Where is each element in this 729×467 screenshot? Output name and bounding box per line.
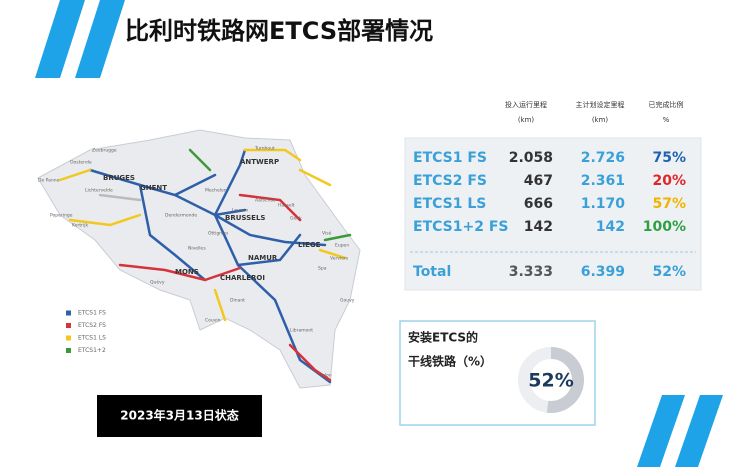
map-label: De Panne	[38, 178, 60, 184]
map-label: ANTWERP	[240, 158, 279, 166]
map-label: Visé	[322, 230, 332, 237]
cell: 100%	[643, 219, 686, 235]
total-name: Total	[413, 264, 451, 280]
map	[37, 129, 361, 389]
deco-slash	[675, 395, 723, 467]
map-label: Zeebrugge	[92, 148, 117, 154]
row-name: ETCS2 FS	[413, 173, 487, 189]
cell: 2.726	[581, 150, 625, 166]
map-label: BRUSSELS	[225, 214, 265, 222]
table-header: 投入运行里程	[505, 100, 547, 109]
map-label: LIEGE	[298, 241, 321, 249]
cell: 2.058	[509, 150, 553, 166]
total-cell: 52%	[652, 264, 686, 280]
total-cell: 3.333	[509, 264, 553, 280]
donut-caption: 干线铁路（%）	[408, 354, 492, 369]
row-name: ETCS1 LS	[413, 196, 486, 212]
map-label: Oostende	[70, 160, 92, 166]
status-label: 2023年3月13日状态	[120, 408, 238, 423]
map-label: Nivelles	[188, 246, 206, 252]
donut-arc	[546, 347, 584, 413]
map-label: BRUGES	[103, 174, 135, 182]
cell: 1.170	[581, 196, 626, 212]
table-header: 已完成比例	[649, 100, 684, 109]
map-label: Kortrijk	[72, 223, 88, 229]
map-label: Spa	[318, 266, 327, 272]
map-label: Eupen	[335, 243, 349, 249]
legend-swatch	[66, 310, 71, 316]
map-label: Dinant	[230, 298, 245, 304]
cell: 142	[524, 219, 553, 235]
map-label: Gouvy	[340, 298, 355, 304]
cell: 2.361	[581, 173, 625, 189]
cell: 20%	[652, 173, 686, 189]
donut-caption: 安装ETCS的	[408, 330, 478, 345]
total-cell: 6.399	[581, 264, 625, 280]
status-box	[97, 395, 262, 437]
map-label: Mechelen	[205, 188, 227, 194]
deco-slash	[637, 395, 685, 467]
map-label: Ottignies	[208, 231, 229, 237]
title: 比利时铁路网ETCS部署情况	[125, 17, 433, 45]
map-label: Turnhout	[254, 146, 275, 152]
map-label: Aarschot	[255, 198, 275, 204]
legend-swatch	[66, 348, 71, 353]
table-header: 主计划设定里程	[576, 100, 625, 109]
map-label: Couvin	[205, 318, 221, 324]
deco-slash	[35, 0, 85, 78]
deco-slash	[75, 0, 125, 78]
donut-label: 52%	[528, 370, 573, 392]
map-label: Dendermonde	[165, 213, 197, 219]
legend-label: ETCS1 FS	[78, 310, 106, 317]
legend-swatch	[66, 323, 71, 328]
map-label: Poperinge	[50, 213, 73, 219]
row-name: ETCS1 FS	[413, 150, 487, 166]
legend-swatch	[66, 335, 71, 341]
map-label: Verviers	[330, 256, 349, 262]
map-label: Quévy	[150, 279, 165, 286]
legend-label: ETCS1+2	[78, 347, 106, 354]
map-label: NAMUR	[248, 254, 278, 262]
row-name: ETCS1+2 FS	[413, 219, 508, 235]
map-label: Lichtervelde	[85, 188, 113, 194]
table-header: %	[663, 116, 670, 124]
map-label: GHENT	[140, 184, 167, 192]
cell: 75%	[652, 150, 686, 166]
map-label: CHARLEROI	[220, 274, 265, 282]
map-label: Genk	[290, 216, 302, 222]
table-panel	[404, 137, 702, 291]
cell: 666	[524, 196, 553, 212]
legend-label: ETCS1 LS	[78, 335, 106, 342]
cell: 467	[524, 173, 553, 189]
table-header: (km)	[592, 116, 609, 124]
cell: 142	[596, 219, 625, 235]
map-label: Hasselt	[278, 203, 295, 209]
map-label: Arlon	[320, 373, 332, 379]
legend-label: ETCS2 FS	[78, 322, 106, 329]
map-label: Leuven	[232, 208, 248, 214]
cell: 57%	[652, 196, 686, 212]
map-label: Libramont	[290, 328, 313, 334]
map-label: MONS	[175, 268, 199, 276]
map-shape	[37, 129, 361, 389]
table-header: (km)	[518, 116, 535, 124]
